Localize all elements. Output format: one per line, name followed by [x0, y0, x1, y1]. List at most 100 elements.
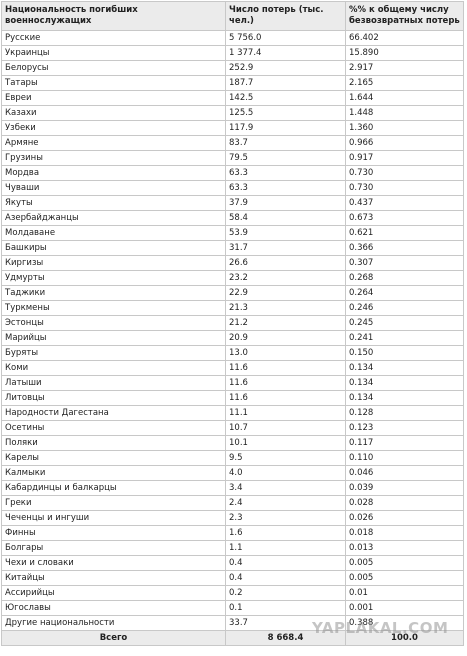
cell: 10.7: [225, 420, 346, 436]
cell: 63.3: [225, 180, 346, 196]
cell: Туркмены: [1, 300, 226, 316]
total-cell: 100.0: [345, 630, 464, 646]
row: Коми 11.6 0.134: [1, 360, 464, 376]
cell: 0.005: [345, 555, 464, 571]
cell: Другие национальности: [1, 615, 226, 631]
cell: 10.1: [225, 435, 346, 451]
row: Армяне 83.7 0.966: [1, 135, 464, 151]
cell: Болгары: [1, 540, 226, 556]
cell: Евреи: [1, 90, 226, 106]
cell: 58.4: [225, 210, 346, 226]
cell: 1.360: [345, 120, 464, 136]
row: Чуваши 63.3 0.730: [1, 180, 464, 196]
cell: 0.966: [345, 135, 464, 151]
cell: Ассирийцы: [1, 585, 226, 601]
cell: Финны: [1, 525, 226, 541]
cell: Азербайджанцы: [1, 210, 226, 226]
cell: 0.134: [345, 375, 464, 391]
cell: Греки: [1, 495, 226, 511]
cell: Удмурты: [1, 270, 226, 286]
cell: Якуты: [1, 195, 226, 211]
cell: Латыши: [1, 375, 226, 391]
row: Карелы 9.5 0.110: [1, 450, 464, 466]
cell: 22.9: [225, 285, 346, 301]
total-cell: Всего: [1, 630, 226, 646]
row: Латыши 11.6 0.134: [1, 375, 464, 391]
cell: 0.246: [345, 300, 464, 316]
cell: 15.890: [345, 45, 464, 61]
row: Казахи 125.5 1.448: [1, 105, 464, 121]
row: Буряты 13.0 0.150: [1, 345, 464, 361]
cell: Киргизы: [1, 255, 226, 271]
cell: 125.5: [225, 105, 346, 121]
cell: Китайцы: [1, 570, 226, 586]
cell: 21.2: [225, 315, 346, 331]
table: Национальность погибших военнослужащих Чи…: [1, 1, 464, 646]
cell: 0.917: [345, 150, 464, 166]
cell: 2.917: [345, 60, 464, 76]
cell: Казахи: [1, 105, 226, 121]
cell: 5 756.0: [225, 30, 346, 46]
cell: 0.2: [225, 585, 346, 601]
cell: 1.1: [225, 540, 346, 556]
cell: 142.5: [225, 90, 346, 106]
row: Таджики 22.9 0.264: [1, 285, 464, 301]
row: Болгары 1.1 0.013: [1, 540, 464, 556]
total-row: Всего 8 668.4 100.0: [1, 630, 464, 646]
cell: 11.6: [225, 375, 346, 391]
cell: 0.730: [345, 180, 464, 196]
row: Чехи и словаки 0.4 0.005: [1, 555, 464, 571]
cell: Армяне: [1, 135, 226, 151]
cell: 20.9: [225, 330, 346, 346]
cell: 1.6: [225, 525, 346, 541]
row: Эстонцы 21.2 0.245: [1, 315, 464, 331]
row: Другие национальности 33.7 0.388: [1, 615, 464, 631]
cell: 187.7: [225, 75, 346, 91]
cell: Югославы: [1, 600, 226, 616]
cell: Марийцы: [1, 330, 226, 346]
row: Русские 5 756.0 66.402: [1, 30, 464, 46]
cell: 37.9: [225, 195, 346, 211]
row: Азербайджанцы 58.4 0.673: [1, 210, 464, 226]
row: Ассирийцы 0.2 0.01: [1, 585, 464, 601]
cell: 0.005: [345, 570, 464, 586]
row: Белорусы 252.9 2.917: [1, 60, 464, 76]
cell: 21.3: [225, 300, 346, 316]
cell: 0.026: [345, 510, 464, 526]
cell: Башкиры: [1, 240, 226, 256]
cell: Татары: [1, 75, 226, 91]
cell: 9.5: [225, 450, 346, 466]
cell: 0.150: [345, 345, 464, 361]
header-cell: %% к общему числу безвозвратных потерь: [345, 1, 464, 31]
cell: 3.4: [225, 480, 346, 496]
cell: Чехи и словаки: [1, 555, 226, 571]
row: Калмыки 4.0 0.046: [1, 465, 464, 481]
cell: 0.437: [345, 195, 464, 211]
cell: 0.134: [345, 390, 464, 406]
row: Чеченцы и ингуши 2.3 0.026: [1, 510, 464, 526]
cell: 79.5: [225, 150, 346, 166]
cell: Осетины: [1, 420, 226, 436]
row: Башкиры 31.7 0.366: [1, 240, 464, 256]
cell: 53.9: [225, 225, 346, 241]
watermark: YAPLAKAL.COM: [312, 619, 449, 637]
cell: Украинцы: [1, 45, 226, 61]
row: Кабардинцы и балкарцы 3.4 0.039: [1, 480, 464, 496]
cell: 117.9: [225, 120, 346, 136]
cell: 0.018: [345, 525, 464, 541]
cell: Чеченцы и ингуши: [1, 510, 226, 526]
row: Марийцы 20.9 0.241: [1, 330, 464, 346]
cell: Карелы: [1, 450, 226, 466]
row: Мордва 63.3 0.730: [1, 165, 464, 181]
cell: 0.621: [345, 225, 464, 241]
cell: Калмыки: [1, 465, 226, 481]
cell: 31.7: [225, 240, 346, 256]
cell: Литовцы: [1, 390, 226, 406]
cell: 2.3: [225, 510, 346, 526]
cell: 1.448: [345, 105, 464, 121]
cell: 0.028: [345, 495, 464, 511]
cell: 0.4: [225, 570, 346, 586]
cell: 63.3: [225, 165, 346, 181]
cell: 0.673: [345, 210, 464, 226]
